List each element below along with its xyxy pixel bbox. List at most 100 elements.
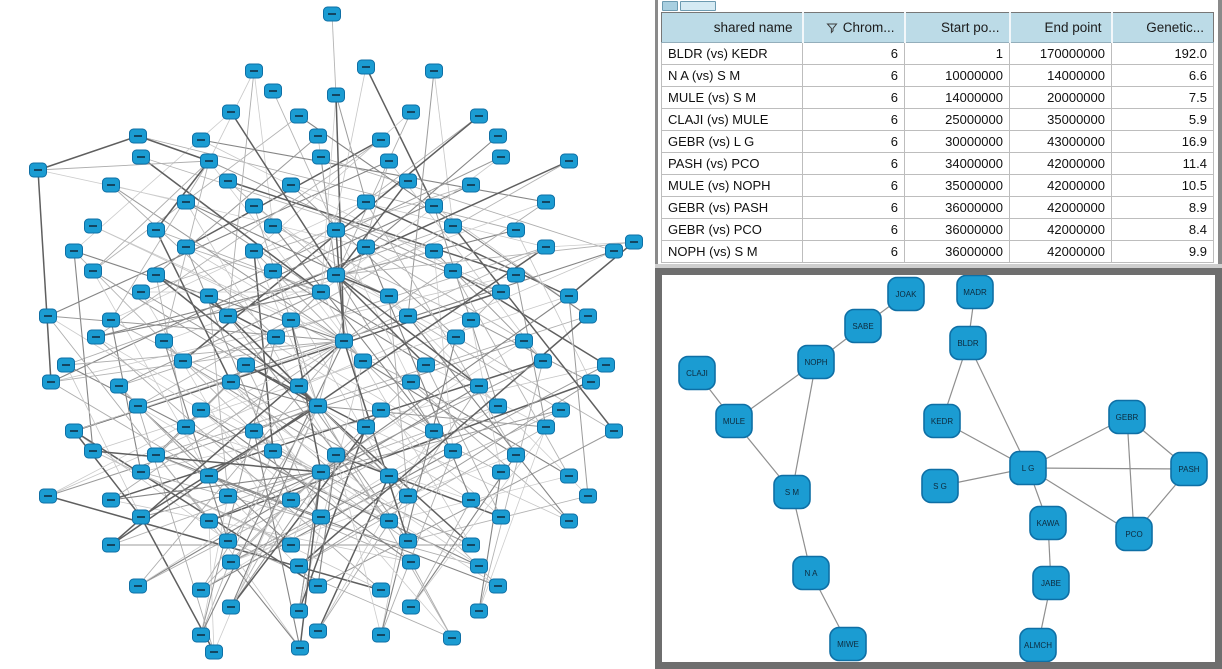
network-edge[interactable] (272, 225, 435, 432)
network-edge[interactable] (299, 471, 322, 649)
network-node[interactable] (87, 329, 105, 345)
network-node[interactable] (245, 198, 263, 214)
network-node[interactable] (102, 177, 120, 193)
network-edge[interactable] (407, 70, 435, 317)
network-edge[interactable] (380, 409, 502, 518)
network-edge[interactable] (967, 342, 1029, 469)
network-node[interactable] (507, 267, 525, 283)
network-edge[interactable] (298, 426, 547, 567)
network-edge[interactable] (1027, 467, 1190, 470)
network-node[interactable] (372, 402, 390, 418)
network-node[interactable] (462, 177, 480, 193)
network-edge[interactable] (230, 381, 319, 407)
network-edge[interactable] (253, 250, 319, 407)
network-node[interactable]: PCO (1115, 516, 1153, 552)
table-cell[interactable]: 9.9 (1111, 240, 1214, 263)
network-edge[interactable] (140, 471, 480, 567)
network-node[interactable] (534, 353, 552, 369)
network-edge[interactable] (335, 454, 390, 522)
network-node[interactable] (582, 374, 600, 390)
network-node[interactable] (264, 443, 282, 459)
table-cell[interactable]: 6 (802, 130, 905, 153)
network-node[interactable] (290, 603, 308, 619)
network-node[interactable] (192, 582, 210, 598)
network-edge[interactable] (253, 430, 499, 587)
network-node[interactable] (372, 582, 390, 598)
table-row[interactable]: GEBR (vs) L G 6 30000000 43000000 16.9 (661, 130, 1214, 153)
table-cell[interactable]: MULE (vs) S M (661, 86, 803, 109)
network-edge[interactable] (425, 364, 502, 518)
network-node[interactable]: MADR (956, 275, 994, 310)
network-edge[interactable] (791, 361, 817, 493)
network-node[interactable] (222, 374, 240, 390)
network-edge[interactable] (410, 499, 472, 608)
network-node[interactable] (110, 378, 128, 394)
table-cell[interactable]: PASH (vs) PCO (661, 152, 803, 175)
network-node[interactable] (309, 128, 327, 144)
network-node[interactable] (605, 243, 623, 259)
network-edge[interactable] (335, 274, 427, 366)
table-cell[interactable]: 6 (802, 196, 905, 219)
network-edge[interactable] (320, 156, 615, 252)
network-node[interactable] (507, 447, 525, 463)
network-edge[interactable] (275, 336, 435, 432)
table-cell[interactable]: BLDR (vs) KEDR (661, 42, 803, 65)
network-edge[interactable] (290, 471, 322, 546)
table-cell[interactable]: 42000000 (1009, 240, 1112, 263)
network-node[interactable]: MIWE (829, 626, 867, 662)
network-edge[interactable] (230, 111, 337, 276)
network-edge[interactable] (208, 520, 215, 653)
network-edge[interactable] (110, 201, 547, 501)
table-cell[interactable]: 6 (802, 86, 905, 109)
network-edge[interactable] (200, 405, 319, 591)
network-edge[interactable] (452, 270, 570, 477)
network-edge[interactable] (73, 250, 94, 452)
network-node[interactable] (462, 312, 480, 328)
network-edge[interactable] (388, 295, 409, 497)
network-node[interactable] (39, 308, 57, 324)
network-node[interactable] (57, 357, 75, 373)
network-edge[interactable] (50, 184, 472, 383)
table-cell[interactable]: 5.9 (1111, 108, 1214, 131)
network-edge[interactable] (365, 201, 517, 456)
network-node[interactable] (399, 173, 417, 189)
network-edge[interactable] (137, 340, 345, 587)
table-cell[interactable]: 1 (904, 42, 1010, 65)
network-edge[interactable] (272, 115, 480, 272)
network-edge[interactable] (47, 495, 382, 591)
network-edge[interactable] (110, 184, 345, 342)
network-node[interactable] (177, 419, 195, 435)
network-edge[interactable] (410, 454, 517, 608)
network-edge[interactable] (137, 405, 215, 653)
network-edge[interactable] (317, 475, 390, 632)
network-edge[interactable] (92, 225, 345, 342)
table-cell[interactable]: 6 (802, 152, 905, 175)
network-node[interactable] (264, 83, 282, 99)
table-cell[interactable]: 6 (802, 174, 905, 197)
network-node[interactable] (552, 402, 570, 418)
table-cell[interactable]: 6 (802, 218, 905, 241)
table-cell[interactable]: 25000000 (904, 108, 1010, 131)
network-node[interactable] (327, 447, 345, 463)
network-node[interactable] (515, 333, 533, 349)
network-node[interactable] (219, 308, 237, 324)
network-edge[interactable] (272, 90, 337, 231)
network-edge[interactable] (140, 405, 319, 518)
network-edge[interactable] (140, 156, 435, 252)
network-node[interactable] (219, 173, 237, 189)
network-node[interactable] (84, 218, 102, 234)
network-node[interactable] (462, 537, 480, 553)
network-node[interactable] (132, 149, 150, 165)
table-cell[interactable]: MULE (vs) NOPH (661, 174, 803, 197)
network-edge[interactable] (331, 13, 337, 96)
network-node[interactable] (489, 128, 507, 144)
table-cell[interactable]: 192.0 (1111, 42, 1214, 65)
network-edge[interactable] (37, 135, 139, 171)
network-edge[interactable] (140, 156, 322, 293)
network-node[interactable] (597, 357, 615, 373)
network-edge[interactable] (320, 156, 337, 276)
network-node[interactable] (237, 357, 255, 373)
network-node[interactable] (470, 603, 488, 619)
table-row[interactable]: GEBR (vs) PCO 6 36000000 42000000 8.4 (661, 218, 1214, 241)
network-node[interactable] (102, 492, 120, 508)
